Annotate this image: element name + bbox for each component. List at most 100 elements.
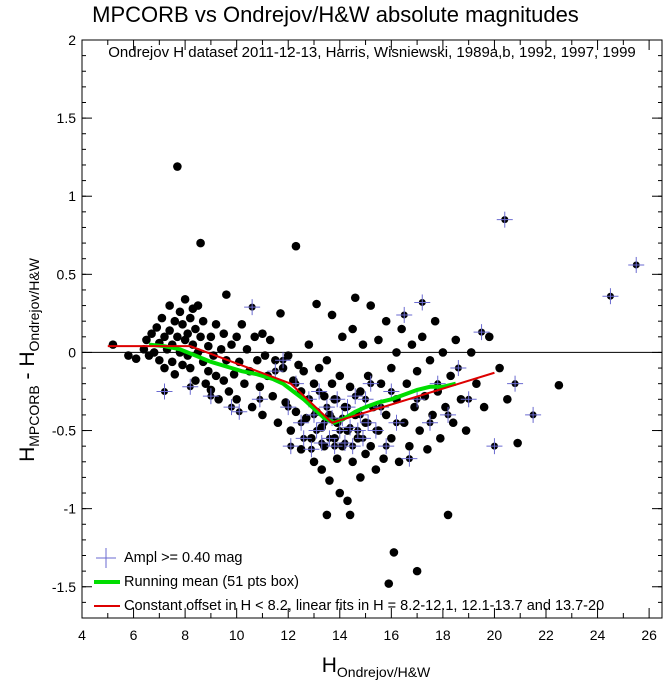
data-point [219, 376, 229, 385]
data-point [402, 379, 412, 388]
data-point [436, 434, 445, 443]
data-point [335, 371, 345, 381]
data-point [291, 407, 301, 417]
data-point [451, 335, 461, 345]
data-point [227, 340, 236, 349]
data-point [304, 340, 314, 349]
data-point [394, 457, 404, 467]
data-point [196, 332, 205, 342]
data-point [175, 307, 185, 317]
data-point [343, 496, 352, 506]
data-point [155, 355, 164, 365]
y-axis-label-mid: - H [16, 351, 39, 386]
data-point [204, 366, 213, 376]
data-point [219, 329, 229, 338]
data-point [443, 510, 453, 520]
data-point [273, 418, 283, 428]
data-point [170, 316, 180, 326]
data-point [237, 320, 247, 329]
y-axis-label-sub1: MPCORB [26, 385, 42, 447]
data-point [222, 290, 231, 299]
data-point [348, 324, 357, 334]
y-tick-label: 1 [68, 188, 76, 204]
data-point [198, 316, 208, 326]
chart-subtitle: Ondrejov H dataset 2011-12-13, Harris, W… [108, 44, 636, 61]
y-tick-label: 0.5 [57, 266, 77, 282]
data-point [296, 444, 306, 454]
data-point [503, 394, 512, 404]
legend-item-ampl: Ampl >= 0.40 mag [124, 550, 243, 566]
data-point [183, 329, 192, 338]
x-tick-label: 26 [641, 627, 657, 643]
data-point [178, 360, 187, 370]
data-point [147, 329, 156, 338]
data-point [180, 295, 190, 304]
data-point [309, 379, 319, 388]
data-point [335, 488, 345, 498]
data-point [201, 379, 211, 388]
data-point [484, 332, 494, 342]
x-tick-label: 16 [384, 627, 400, 643]
data-point [196, 238, 205, 248]
data-point [276, 309, 285, 318]
data-point [265, 335, 275, 345]
x-tick-label: 6 [130, 627, 138, 643]
legend-item-fit: Constant offset in H < 8.2, linear fits … [124, 598, 605, 614]
data-point [379, 454, 388, 463]
x-tick-label: 24 [590, 627, 606, 643]
data-point [479, 402, 489, 412]
data-point [309, 457, 319, 467]
data-point [366, 301, 376, 310]
chart-title: MPCORB vs Ondrejov/H&W absolute magnitud… [92, 2, 579, 27]
y-axis-label-main: H [16, 446, 39, 462]
data-point [240, 379, 249, 388]
trend-lines [107, 342, 495, 425]
data-point [466, 348, 476, 357]
y-tick-label: 2 [68, 32, 76, 48]
data-point [124, 351, 133, 360]
data-point [554, 380, 564, 390]
data-point [211, 371, 221, 381]
data-point [374, 335, 383, 345]
data-point [366, 441, 376, 451]
x-axis-label-sub: Ondrejov/H&W [336, 664, 431, 680]
data-point [415, 426, 424, 435]
legend-item-running-mean: Running mean (51 pts box) [124, 574, 299, 590]
data-point [173, 162, 182, 171]
data-point [255, 382, 265, 392]
data-point [142, 335, 151, 345]
data-point [185, 363, 195, 373]
data-point [325, 476, 334, 485]
data-point [206, 332, 216, 342]
data-point [371, 465, 381, 474]
data-point [216, 345, 226, 354]
data-point [322, 355, 332, 365]
data-point [350, 293, 360, 303]
data-point [294, 360, 303, 370]
data-point [185, 313, 195, 323]
data-point [232, 394, 241, 404]
data-point [381, 410, 391, 420]
data-point [381, 316, 391, 326]
data-point [191, 324, 200, 334]
x-tick-label: 4 [78, 627, 86, 643]
data-point [430, 316, 440, 326]
x-tick-label: 12 [280, 627, 296, 643]
data-point [317, 465, 327, 474]
x-tick-label: 22 [538, 627, 554, 643]
data-point [242, 345, 252, 354]
data-point [338, 332, 347, 342]
data-point [165, 301, 174, 310]
data-point [250, 332, 260, 342]
legend-marks [94, 548, 120, 607]
data-point [387, 434, 396, 443]
data-point [291, 241, 301, 251]
data-point [178, 320, 187, 329]
axis-ticks: 4 6 8 10 12 14 16 18 20 22 24 26 -1.5 -1 -0.5 0 0.5 1 1.5 2 [52, 32, 662, 643]
data-point [232, 332, 241, 342]
data-point [283, 351, 293, 360]
data-point [286, 426, 296, 435]
data-point [173, 332, 182, 342]
data-point [160, 332, 169, 342]
data-point [312, 299, 321, 309]
